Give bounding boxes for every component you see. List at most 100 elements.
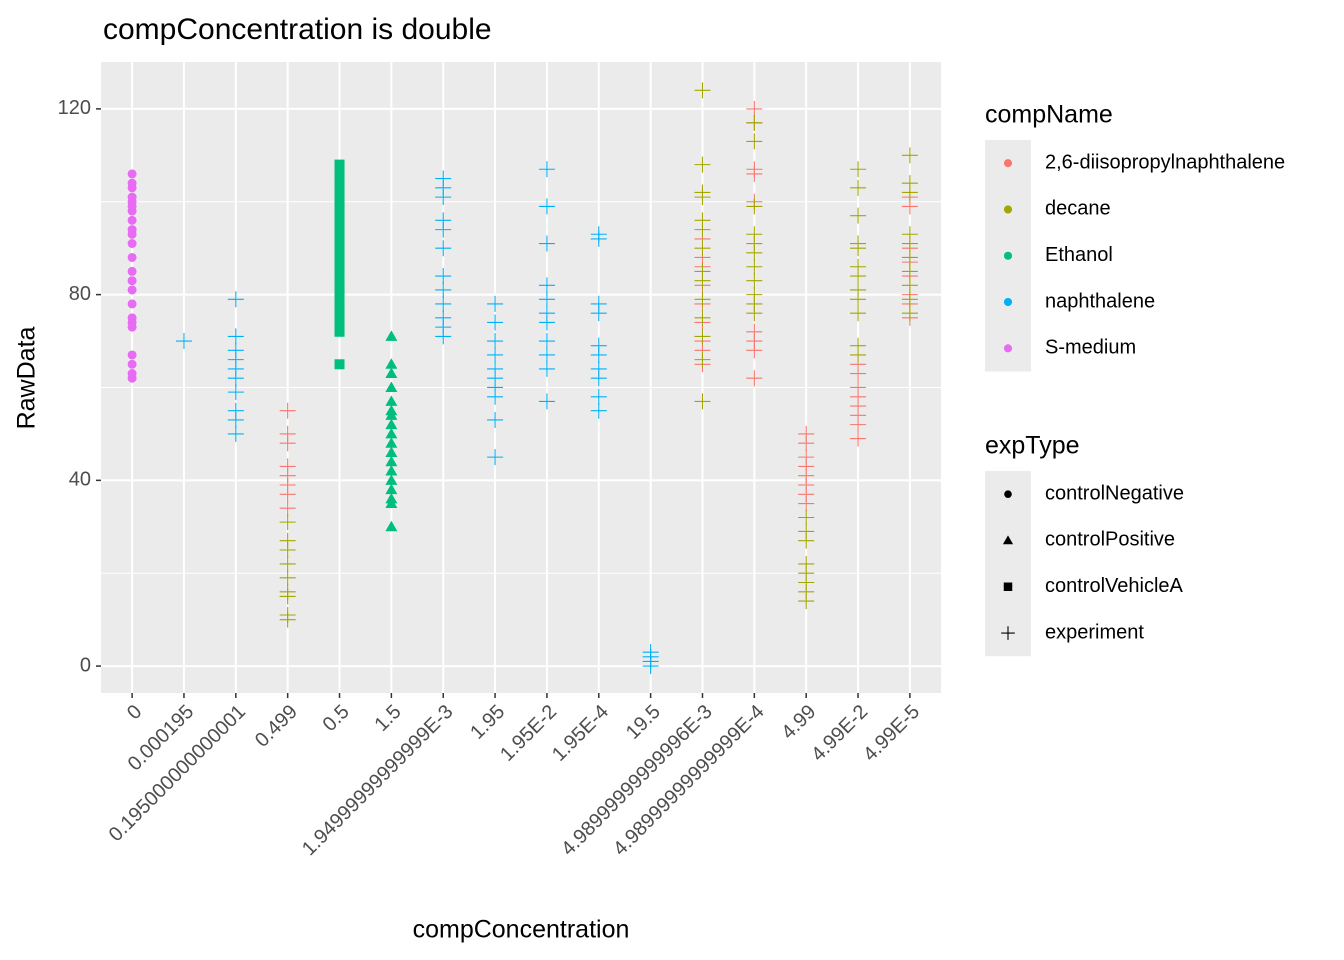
- point: [798, 495, 815, 512]
- point: [798, 435, 815, 452]
- point: [127, 313, 137, 323]
- point: [901, 235, 918, 252]
- point: [590, 346, 607, 363]
- point: [435, 281, 452, 298]
- point: [850, 291, 867, 308]
- legend-key: [1002, 535, 1014, 545]
- legend-title: expType: [985, 432, 1080, 460]
- point: [538, 346, 555, 363]
- point: [227, 411, 244, 428]
- point: [435, 221, 452, 238]
- point: [279, 500, 296, 517]
- point: [850, 240, 867, 257]
- point: [385, 455, 398, 467]
- x-tick-label: 4.99: [777, 701, 820, 744]
- legend-key: [1003, 298, 1013, 307]
- legend-label: controlNegative: [1045, 482, 1184, 504]
- point: [487, 295, 504, 312]
- point: [487, 388, 504, 405]
- point: [334, 159, 345, 170]
- point: [746, 272, 763, 289]
- legend-key: [1001, 626, 1015, 640]
- legend-key: [1004, 490, 1012, 498]
- point: [435, 189, 452, 206]
- point: [746, 114, 763, 131]
- point: [487, 333, 504, 350]
- point: [334, 298, 345, 309]
- x-tick-label: 4.99E-5: [859, 701, 924, 766]
- y-tick-label: 0: [80, 654, 91, 676]
- point: [746, 244, 763, 261]
- point: [746, 100, 763, 117]
- point: [127, 239, 137, 249]
- x-tick-label: 1.5: [370, 701, 405, 736]
- x-tick-label: 19.5: [622, 701, 665, 744]
- legend-key: [1003, 251, 1013, 260]
- point: [746, 370, 763, 387]
- point: [590, 388, 607, 405]
- point: [279, 555, 296, 572]
- point: [901, 305, 918, 322]
- point: [385, 381, 398, 392]
- point: [590, 305, 607, 322]
- point: [227, 384, 244, 401]
- legend-label: Ethanol: [1045, 244, 1113, 266]
- point: [279, 588, 296, 605]
- point: [694, 221, 711, 238]
- legend-key: [1003, 582, 1013, 591]
- point: [694, 189, 711, 206]
- legend-title: compName: [985, 101, 1113, 129]
- point: [435, 240, 452, 257]
- legend-label: decane: [1045, 198, 1111, 220]
- point: [334, 178, 345, 189]
- point: [850, 268, 867, 285]
- point: [746, 133, 763, 150]
- point: [590, 230, 607, 247]
- point: [694, 328, 711, 345]
- point: [435, 328, 452, 345]
- point: [279, 611, 296, 628]
- point: [487, 449, 504, 466]
- point: [694, 393, 711, 410]
- point: [590, 402, 607, 419]
- point: [385, 418, 398, 430]
- point: [175, 333, 192, 350]
- point: [127, 350, 137, 360]
- x-tick-label: 0.499: [251, 701, 302, 752]
- point: [127, 169, 137, 179]
- point: [279, 541, 296, 558]
- point: [901, 263, 918, 280]
- point: [694, 82, 711, 99]
- point: [901, 147, 918, 164]
- point: [127, 299, 137, 309]
- point: [694, 156, 711, 173]
- legend-label: naphthalene: [1045, 290, 1155, 312]
- chart-title: compConcentration is double: [103, 13, 492, 46]
- point: [127, 215, 137, 225]
- point: [694, 309, 711, 326]
- point: [538, 291, 555, 308]
- legend-label: experiment: [1045, 621, 1144, 643]
- point: [334, 359, 345, 370]
- point: [279, 514, 296, 531]
- point: [279, 435, 296, 452]
- x-tick-label: 1.95E-4: [548, 701, 613, 766]
- legend-key-bg: [985, 471, 1031, 657]
- legend-label: controlVehicleA: [1045, 575, 1184, 597]
- legend-key: [1003, 205, 1013, 214]
- point: [538, 333, 555, 350]
- point: [850, 365, 867, 382]
- legend-key: [1003, 159, 1013, 168]
- point: [746, 198, 763, 215]
- point: [385, 465, 398, 476]
- point: [746, 342, 763, 359]
- point: [850, 207, 867, 224]
- point: [901, 291, 918, 308]
- point: [435, 295, 452, 312]
- point: [538, 393, 555, 410]
- point: [798, 532, 815, 549]
- point: [590, 370, 607, 387]
- point: [850, 346, 867, 363]
- point: [385, 437, 398, 448]
